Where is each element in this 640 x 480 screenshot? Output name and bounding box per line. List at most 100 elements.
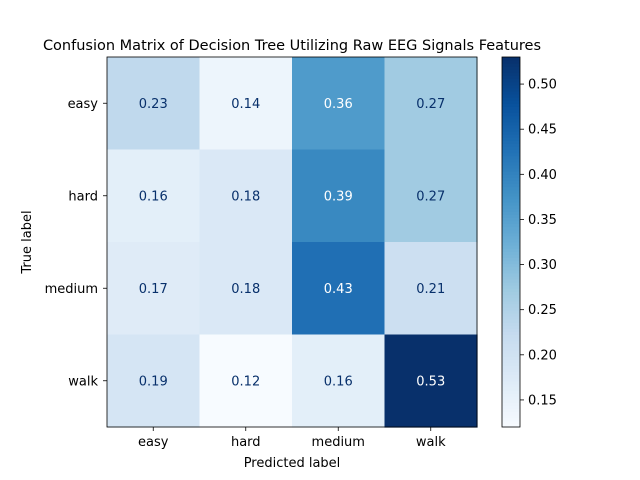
colorbar-segment [502, 423, 520, 428]
heatmap-cell [107, 149, 201, 243]
colorbar-segment [502, 275, 520, 280]
cell-value-label: 0.27 [416, 189, 445, 204]
colorbar-segment [502, 97, 520, 101]
colorbar-segment [502, 198, 520, 203]
colorbar-segment [502, 149, 520, 154]
colorbar-segment [502, 331, 520, 336]
heatmap-frame [106, 56, 478, 428]
heatmap-cell [199, 149, 293, 243]
colorbar-segment [502, 356, 520, 360]
colorbar-segment [502, 94, 520, 98]
colorbar-segment [502, 121, 520, 126]
cell-value-label: 0.14 [231, 97, 260, 112]
colorbar-segment [502, 269, 520, 274]
colorbar-segment [502, 260, 520, 265]
colorbar-segment [502, 238, 520, 243]
colorbar-segment [502, 371, 520, 376]
colorbar-segment [502, 245, 520, 249]
colorbar: 0.15 0.20 0.25 0.30 0.35 0.40 0.45 0.50 [501, 56, 557, 428]
cell-value-label: 0.12 [231, 374, 260, 389]
cell-value-label: 0.16 [139, 189, 168, 204]
x-tick-label: easy [138, 435, 169, 450]
colorbar-segment [502, 220, 520, 225]
cell-value-label: 0.36 [324, 97, 353, 112]
colorbar-segment [502, 368, 520, 373]
heatmap-cell [107, 57, 201, 151]
colorbar-segment [502, 263, 520, 268]
colorbar-segment [502, 90, 520, 95]
y-tick-label: hard [68, 189, 98, 204]
heatmap-axes: easy hard medium walk easy hard medium walk [45, 56, 478, 450]
colorbar-segment [502, 353, 520, 357]
colorbar-segment [502, 75, 520, 80]
colorbar-segment [502, 78, 520, 83]
colorbar-segment [502, 396, 520, 400]
colorbar-segment [502, 60, 520, 64]
x-tick-label: medium [312, 435, 365, 450]
colorbar-segment [502, 186, 520, 191]
colorbar-tick-label: 0.35 [528, 213, 557, 228]
colorbar-segment [502, 174, 520, 178]
colorbar-segment [502, 177, 520, 181]
cell-value-label: 0.21 [416, 282, 445, 297]
colorbar-segment [502, 217, 520, 222]
colorbar-segment [502, 365, 520, 370]
colorbar-segment [502, 192, 520, 197]
heatmap-cell [292, 57, 386, 151]
colorbar-segment [502, 57, 520, 61]
heatmap-cell [199, 57, 293, 151]
colorbar-segment [502, 214, 520, 218]
colorbar-segment [502, 143, 520, 148]
cell-value-label: 0.27 [416, 97, 445, 112]
colorbar-segment [502, 115, 520, 120]
colorbar-segment [502, 124, 520, 129]
colorbar-tick-label: 0.50 [528, 78, 557, 93]
cell-value-label: 0.19 [139, 374, 168, 389]
colorbar-segment [502, 171, 520, 175]
colorbar-segment [502, 229, 520, 234]
chart-title: Confusion Matrix of Decision Tree Utiliz… [43, 38, 541, 54]
colorbar-frame [501, 56, 521, 428]
cell-value-label: 0.23 [139, 97, 168, 112]
colorbar-segment [502, 312, 520, 317]
heatmap-cell [199, 242, 293, 336]
colorbar-segment [502, 112, 520, 117]
colorbar-segment [502, 180, 520, 185]
colorbar-segment [502, 189, 520, 194]
colorbar-segment [502, 63, 520, 67]
heatmap-cell [107, 334, 201, 428]
colorbar-segment [502, 251, 520, 255]
colorbar-segment [502, 155, 520, 160]
colorbar-segment [502, 152, 520, 157]
colorbar-segment [502, 131, 520, 135]
colorbar-segment [502, 208, 520, 212]
colorbar-segment [502, 223, 520, 228]
colorbar-tick-label: 0.45 [528, 123, 557, 138]
colorbar-tick-label: 0.15 [528, 393, 557, 408]
heatmap-cell [384, 57, 478, 151]
heatmap-cell [384, 334, 478, 428]
colorbar-segment [502, 399, 520, 403]
colorbar-tick-label: 0.25 [528, 303, 557, 318]
colorbar-segment [502, 309, 520, 314]
colorbar-segment [502, 137, 520, 141]
colorbar-segment [502, 340, 520, 345]
heatmap-cell [384, 149, 478, 243]
y-axis-label: True label [20, 210, 35, 274]
colorbar-segment [502, 300, 520, 305]
heatmap-cell [199, 334, 293, 428]
colorbar-segment [502, 164, 520, 169]
x-axis-label: Predicted label [244, 456, 341, 471]
colorbar-segment [502, 411, 520, 416]
colorbar-segment [502, 272, 520, 277]
cell-value-label: 0.17 [139, 282, 168, 297]
x-tick-label: walk [416, 435, 446, 450]
colorbar-segment [502, 201, 520, 206]
colorbar-segment [502, 414, 520, 419]
colorbar-segment [502, 211, 520, 215]
heatmap-cell [292, 334, 386, 428]
y-tick-label: easy [68, 97, 99, 112]
colorbar-segment [502, 380, 520, 385]
colorbar-segment [502, 393, 520, 397]
